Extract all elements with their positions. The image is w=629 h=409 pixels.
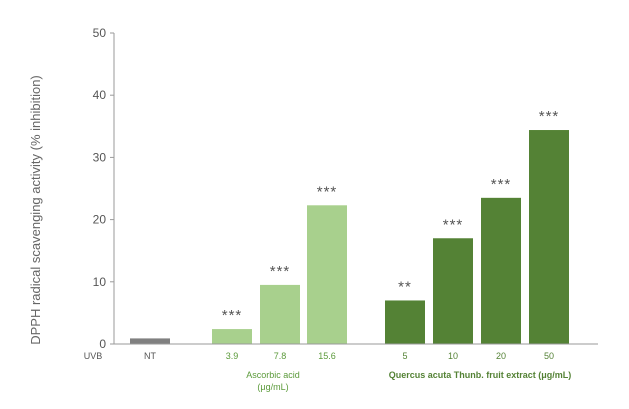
x-category-label: 15.6 — [318, 351, 336, 361]
bar-3.9 — [212, 329, 252, 344]
y-tick-label: 40 — [93, 88, 107, 102]
significance-label: *** — [270, 263, 291, 280]
significance-label: ** — [398, 278, 412, 295]
x-category-label: 10 — [448, 351, 458, 361]
y-tick-label: 30 — [93, 150, 107, 164]
group-label-quercus-extract: Quercus acuta Thunb. fruit extract (μg/m… — [389, 370, 572, 380]
bar-50 — [529, 130, 569, 344]
uvb-row-label: UVB — [84, 351, 103, 361]
significance-label: *** — [222, 307, 243, 324]
significance-label: *** — [443, 216, 464, 233]
y-tick-label: 10 — [93, 275, 107, 289]
significance-label: *** — [539, 108, 560, 125]
x-category-labels: NT 3.9 7.8 15.6 5 10 20 50 — [144, 351, 554, 361]
y-tick-label: 20 — [93, 213, 107, 227]
x-category-label: 50 — [544, 351, 554, 361]
bar-7.8 — [260, 284, 300, 344]
significance-label: *** — [317, 183, 338, 200]
bars — [130, 130, 569, 344]
x-category-label: 7.8 — [274, 351, 287, 361]
group-unit-ascorbic-acid: (μg/mL) — [257, 382, 288, 392]
x-category-label: 5 — [402, 351, 407, 361]
significance-label: *** — [491, 176, 512, 193]
x-category-label: NT — [144, 351, 156, 361]
bar-10 — [433, 238, 473, 344]
group-label-ascorbic-acid: Ascorbic acid — [246, 370, 300, 380]
significance-labels: ******************** — [222, 108, 560, 324]
x-category-label: 20 — [496, 351, 506, 361]
y-tick-label: 50 — [93, 26, 107, 40]
bar-NT — [130, 338, 170, 344]
bar-20 — [481, 197, 521, 344]
y-tick-label: 0 — [99, 337, 106, 351]
bar-5 — [385, 300, 425, 344]
y-axis-label: DPPH radical scavenging activity (% inhi… — [28, 75, 43, 345]
bar-15.6 — [307, 205, 347, 344]
x-category-label: 3.9 — [226, 351, 239, 361]
y-axis-ticks: 0 10 20 30 40 50 — [93, 26, 114, 351]
